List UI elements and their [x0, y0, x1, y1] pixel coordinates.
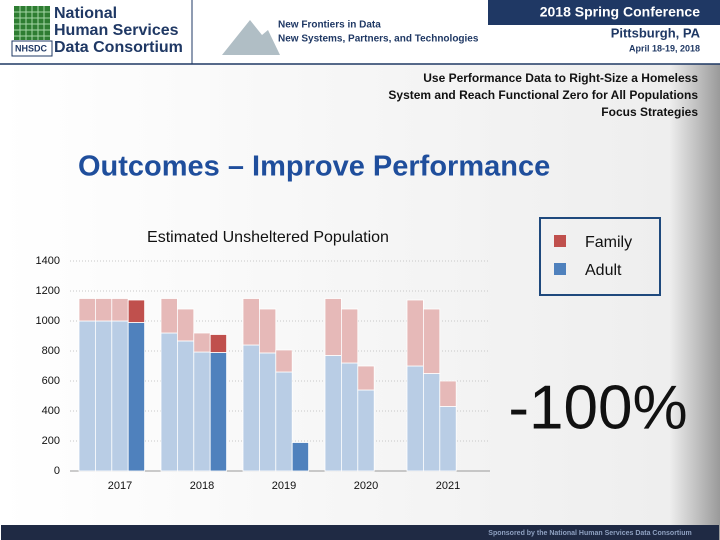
y-tick-label: 1400 — [36, 255, 60, 267]
bar-segment — [422, 373, 441, 472]
tagline: New Frontiers in Data — [278, 20, 381, 31]
x-tick-label: 2021 — [436, 480, 460, 492]
bar-segment — [406, 299, 424, 367]
legend-swatch — [554, 263, 566, 275]
y-tick-label: 200 — [42, 435, 60, 447]
bar-segment — [439, 406, 457, 472]
bar-segment — [95, 320, 113, 472]
bar-segment — [127, 322, 145, 472]
annotation: -100% — [508, 373, 687, 442]
bar-segment — [78, 298, 96, 322]
y-tick-label: 1000 — [36, 315, 60, 327]
legend-swatch — [554, 235, 566, 247]
bar-segment — [291, 442, 310, 472]
legend-label: Adult — [585, 262, 622, 279]
bar-segment — [340, 308, 359, 364]
logo-text: Human Services — [54, 22, 179, 39]
bar-segment — [275, 349, 293, 373]
legend-box — [539, 217, 661, 296]
bar-segment — [193, 351, 211, 472]
slide-title: Outcomes – Improve Performance — [78, 151, 550, 183]
bar-segment — [111, 298, 129, 322]
y-tick-label: 400 — [42, 405, 60, 417]
bar-segment — [242, 344, 260, 472]
x-tick-label: 2017 — [108, 480, 132, 492]
plot: 0 200 400 600 800 1000 1200 1400 2017 2018 2019 202… — [36, 217, 661, 492]
bar-segment — [209, 334, 227, 353]
dates: April 18-19, 2018 — [629, 43, 700, 53]
x-tick-label: 2020 — [354, 480, 378, 492]
mountain-icon — [222, 20, 280, 55]
chart-title: Estimated Unsheltered Population — [147, 229, 389, 246]
footer-band — [1, 525, 719, 540]
bar-segment — [242, 298, 260, 346]
bar-segment — [340, 362, 359, 472]
bar-segment — [324, 355, 342, 472]
tagline: New Systems, Partners, and Technologies — [278, 34, 479, 45]
y-tick-label: 600 — [42, 375, 60, 387]
subtitle: Focus Strategies — [601, 105, 698, 119]
bar-segment — [439, 380, 457, 407]
bar-segment — [357, 365, 375, 391]
bar-segment — [258, 352, 277, 472]
bar-segment — [275, 371, 293, 472]
bar-segment — [78, 320, 96, 472]
bar-segment — [176, 308, 195, 342]
y-tick-label: 1200 — [36, 285, 60, 297]
bar-segment — [209, 352, 227, 472]
x-tick-label: 2019 — [272, 480, 296, 492]
y-tick-label: 800 — [42, 345, 60, 357]
logo-mark: NHSDC — [15, 43, 48, 53]
bar-segment — [160, 298, 178, 334]
bar-segment — [324, 298, 342, 356]
logo-text: Data Consortium — [54, 39, 183, 56]
conference: 2018 Spring Conference — [540, 4, 700, 20]
bar-segment — [160, 332, 178, 472]
legend-label: Family — [585, 234, 632, 251]
conference-banner — [488, 0, 720, 25]
subtitle: Use Performance Data to Right-Size a Hom… — [423, 71, 698, 85]
bar-segment — [258, 308, 277, 354]
bar-segment — [406, 365, 424, 472]
bar-segment — [357, 389, 375, 472]
logo-text: National — [54, 5, 117, 22]
y-tick-label: 0 — [54, 465, 60, 477]
bar-segment — [95, 298, 113, 322]
bar-segment — [127, 299, 145, 323]
footer: Sponsored by the National Human Services… — [488, 530, 691, 537]
location: Pittsburgh, PA — [611, 25, 701, 40]
x-tick-label: 2018 — [190, 480, 214, 492]
bar-segment — [111, 320, 129, 472]
subtitle: System and Reach Functional Zero for All… — [388, 88, 698, 102]
bar-segment — [422, 308, 441, 374]
bar-segment — [193, 332, 211, 353]
bar-segment — [176, 340, 195, 472]
logo-icon — [11, 6, 53, 57]
